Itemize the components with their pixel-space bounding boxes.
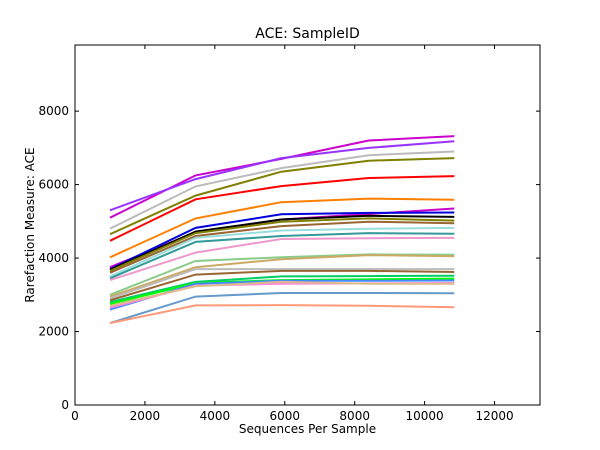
series-line-9 [109, 214, 455, 271]
x-tick-label: 6000 [270, 409, 301, 423]
x-axis-label: Sequences Per Sample [239, 422, 376, 436]
series-line-25 [109, 304, 455, 325]
x-tick-label: 12000 [475, 409, 513, 423]
chart-title: ACE: SampleID [255, 26, 360, 42]
y-axis-label: Rarefaction Measure: ACE [23, 147, 37, 302]
y-tick-label: 0 [61, 398, 69, 412]
series-line-14 [109, 236, 455, 282]
series-line-15 [109, 253, 455, 296]
series-line-3 [109, 150, 455, 230]
x-tick-label: 2000 [130, 409, 161, 423]
series-line-13 [109, 232, 455, 280]
series-line-11 [109, 220, 455, 274]
tick-layer: 0 2000 4000 6000 8000 10000 12000 0 2000 4000 6000… [38, 45, 540, 423]
series-line-23 [109, 280, 455, 307]
plot-area [74, 44, 541, 406]
series-line-18 [109, 269, 455, 302]
y-tick-label: 2000 [38, 325, 69, 339]
series-layer [109, 135, 455, 325]
y-tick-label: 8000 [38, 104, 69, 118]
x-tick-label: 10000 [406, 409, 444, 423]
series-line-12 [109, 226, 455, 278]
series-line-5 [109, 175, 455, 242]
x-tick-label: 0 [71, 409, 79, 423]
y-tick-label: 4000 [38, 251, 69, 265]
series-line-4 [109, 157, 455, 236]
series-line-19 [109, 274, 455, 304]
series-line-22 [109, 282, 455, 309]
y-tick-label: 6000 [38, 178, 69, 192]
series-line-16 [109, 254, 455, 298]
x-tick-label: 4000 [200, 409, 231, 423]
series-line-6 [109, 197, 455, 259]
series-line-24 [109, 292, 455, 325]
x-tick-label: 8000 [339, 409, 370, 423]
series-line-10 [109, 217, 455, 272]
series-line-17 [109, 268, 455, 300]
series-line-2 [109, 140, 455, 212]
series-line-8 [109, 211, 455, 271]
